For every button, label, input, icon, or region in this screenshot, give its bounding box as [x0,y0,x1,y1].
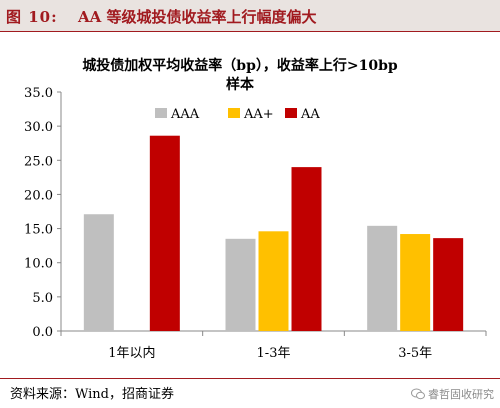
figure-label: 图 10: [6,8,58,26]
figure-header: 图 10: AA 等级城投债收益率上行幅度偏大 [0,0,500,32]
chart-title-line: 样本 [226,76,255,93]
legend-swatch-aa [285,108,297,118]
legend-swatch-aaa [155,108,167,118]
watermark-text: 睿哲固收研究 [428,388,494,401]
legend-swatch-aaplus [228,108,240,118]
y-tick-label: 25.0 [24,154,53,169]
y-tick-label: 30.0 [24,120,53,135]
source-divider [0,378,500,379]
bar-aa-3 [433,238,464,331]
y-tick-label: 35.0 [24,86,53,101]
legend-label: AA [300,107,320,122]
y-tick-label: 5.0 [32,291,53,306]
legend-label: AA+ [243,107,274,122]
figure-title: AA 等级城投债收益率上行幅度偏大 [78,8,317,26]
y-tick-label: 10.0 [24,257,53,272]
y-tick-label: 20.0 [24,188,53,203]
bar-aaplus-2 [258,231,289,331]
watermark: 睿哲固收研究 [411,386,494,402]
chart-title-line: 城投债加权平均收益率（bp），收益率上行>10bp [82,57,398,74]
bar-aaa-2 [225,238,256,331]
bar-chart: 城投债加权平均收益率（bp），收益率上行>10bp 样本 AAA AA+ AA 0.0 5.… [24,57,487,361]
x-tick-label: 1-3年 [257,346,291,361]
bar-aa-2 [291,167,322,331]
bar-aaplus-3 [400,234,431,331]
x-tick-label: 3-5年 [398,346,432,361]
y-tick-label: 15.0 [24,223,53,238]
source-note: 资料来源：Wind，招商证券 [10,387,174,402]
bar-aaa-1 [83,214,114,331]
x-tick-label: 1年以内 [108,345,155,361]
legend-label: AAA [170,107,200,122]
y-tick-label: 0.0 [32,325,53,340]
bar-aa-1 [149,135,180,331]
bar-aaa-3 [367,225,398,331]
wechat-icon [411,388,425,400]
